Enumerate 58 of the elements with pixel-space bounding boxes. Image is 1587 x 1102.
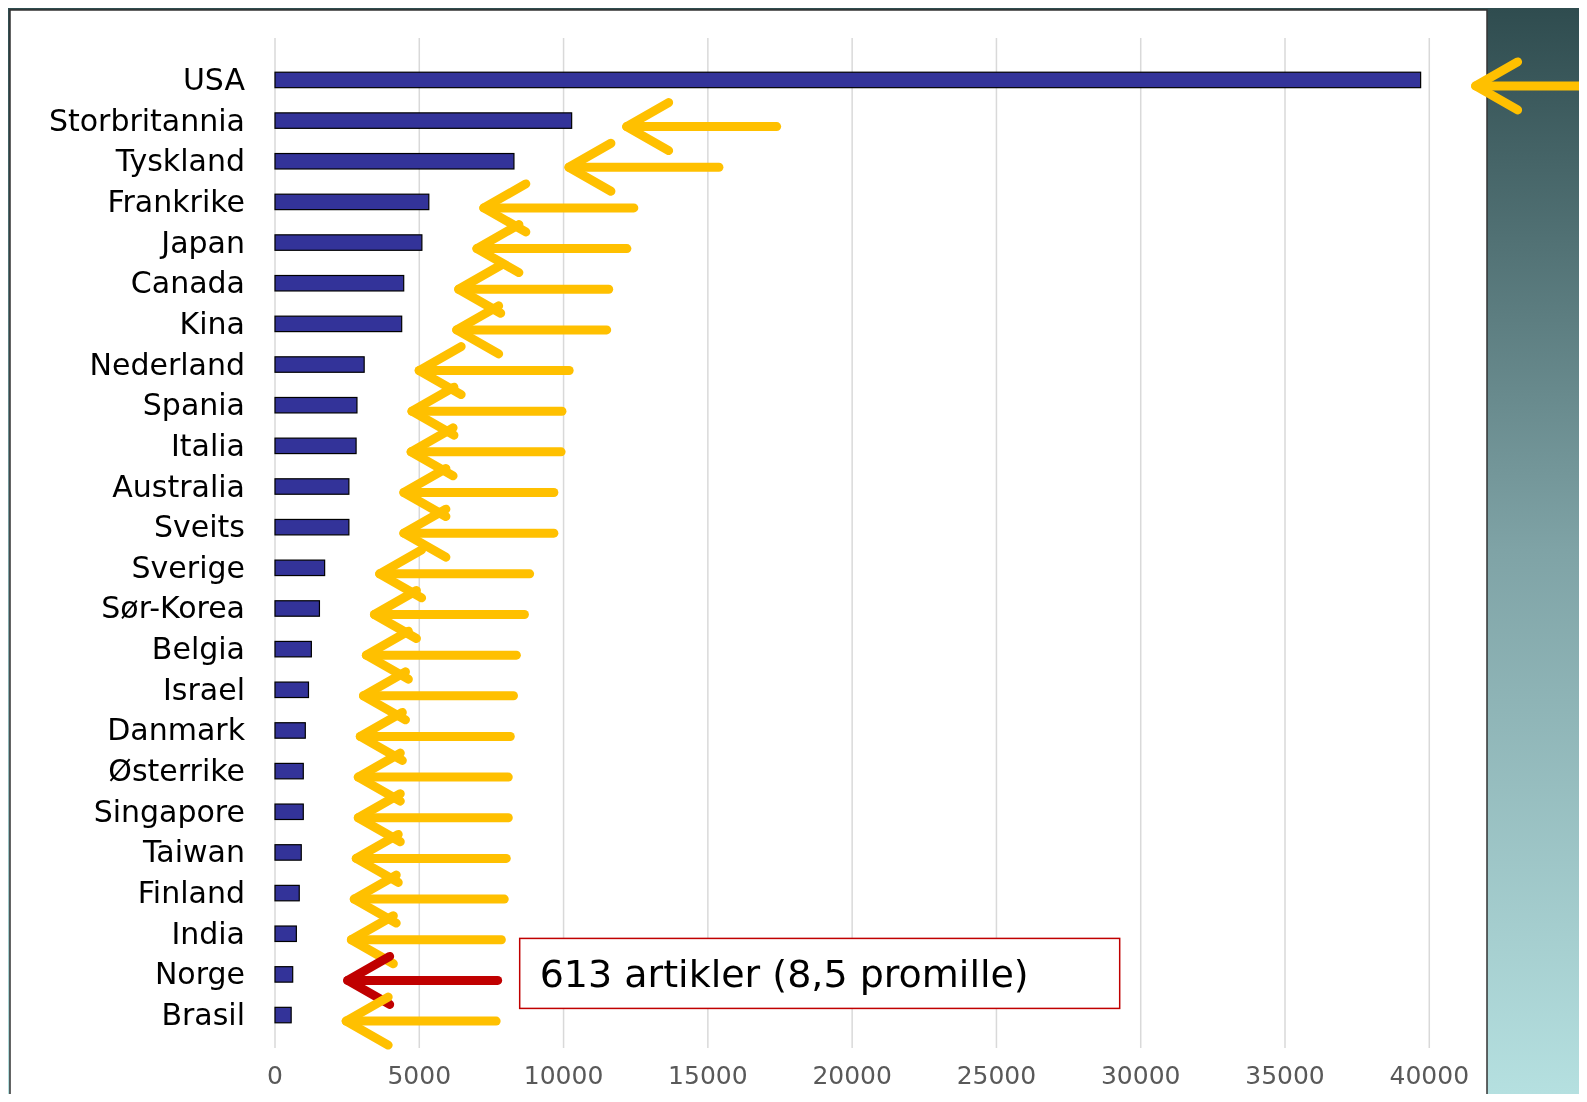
y-tick-label: Japan bbox=[159, 224, 245, 260]
y-tick-label: Norge bbox=[154, 956, 245, 992]
y-tick-label: India bbox=[171, 915, 245, 951]
annotation: 613 artikler (8,5 promille) bbox=[539, 952, 1029, 997]
bar bbox=[274, 437, 357, 455]
y-tick-label: Singapore bbox=[93, 793, 245, 829]
bar bbox=[274, 640, 312, 658]
bar bbox=[274, 193, 430, 211]
y-tick-label: Israel bbox=[163, 671, 245, 707]
y-tick-label: USA bbox=[182, 61, 246, 97]
bar bbox=[274, 559, 326, 577]
bar bbox=[274, 71, 1422, 89]
x-tick-label: 35000 bbox=[1245, 1061, 1325, 1090]
bar bbox=[274, 518, 350, 536]
y-tick-label: Spania bbox=[142, 387, 245, 423]
x-tick-label: 30000 bbox=[1100, 1061, 1181, 1090]
bar bbox=[274, 274, 405, 292]
y-tick-label: Taiwan bbox=[141, 834, 245, 870]
bar bbox=[274, 600, 321, 617]
y-tick-label: Finland bbox=[137, 875, 245, 911]
y-tick-label: Belgia bbox=[151, 631, 245, 667]
bar bbox=[274, 803, 304, 821]
bar bbox=[274, 234, 423, 251]
x-tick-label: 20000 bbox=[812, 1061, 892, 1090]
x-tick-label: 25000 bbox=[956, 1061, 1037, 1090]
y-tick-label: Canada bbox=[130, 265, 245, 301]
bar bbox=[274, 762, 304, 780]
x-tick-label: 15000 bbox=[668, 1061, 748, 1090]
y-tick-label: Storbritannia bbox=[48, 102, 245, 138]
y-tick-label: Tyskland bbox=[114, 143, 245, 179]
bar bbox=[274, 844, 302, 861]
y-tick-label: Kina bbox=[179, 305, 245, 341]
y-tick-label: Østerrike bbox=[108, 753, 245, 789]
x-tick-label: 0 bbox=[267, 1061, 283, 1090]
x-tick-label: 5000 bbox=[387, 1061, 452, 1090]
bar bbox=[274, 478, 350, 495]
bar bbox=[274, 722, 306, 739]
y-tick-label: Nederland bbox=[89, 346, 245, 382]
y-tick-label: Sør-Korea bbox=[101, 590, 245, 626]
y-tick-label: Brasil bbox=[161, 997, 245, 1033]
bar bbox=[274, 884, 300, 902]
y-tick-label: Sverige bbox=[131, 549, 245, 585]
y-tick-label: Sveits bbox=[154, 509, 245, 545]
x-tick-label: 40000 bbox=[1389, 1061, 1470, 1090]
y-tick-label: Italia bbox=[170, 427, 245, 463]
x-tick-label: 10000 bbox=[523, 1061, 604, 1090]
y-tick-label: Australia bbox=[112, 468, 245, 504]
bar bbox=[274, 396, 358, 414]
bar bbox=[274, 1006, 292, 1024]
y-tick-label: Danmark bbox=[107, 712, 246, 748]
bar bbox=[274, 152, 515, 170]
bar bbox=[274, 112, 573, 129]
bar bbox=[274, 315, 403, 333]
bar bbox=[274, 966, 294, 983]
bar bbox=[274, 925, 297, 943]
bar bbox=[274, 356, 365, 373]
y-tick-label: Frankrike bbox=[107, 183, 245, 219]
bar bbox=[274, 681, 310, 699]
